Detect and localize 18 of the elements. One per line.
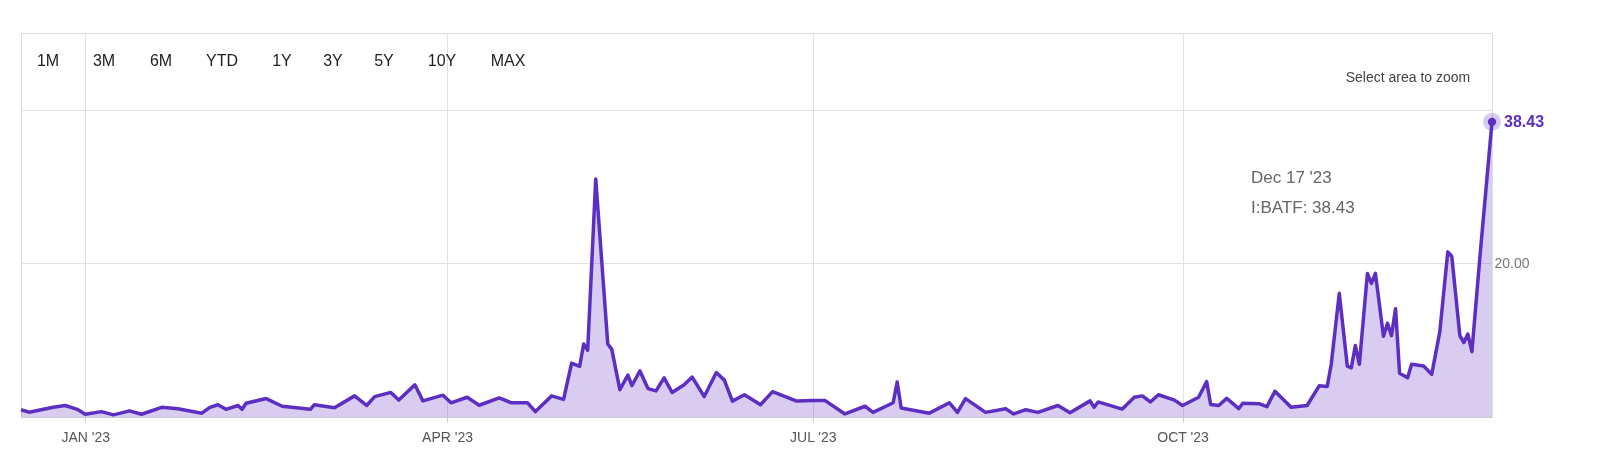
data-label: 38.43 <box>1504 112 1545 130</box>
annotation: 3Y <box>323 52 344 69</box>
annotation: Select area to zoom <box>1345 69 1471 85</box>
annotation: 10Y <box>427 52 457 69</box>
x-tick-label: JUL '23 <box>790 428 837 445</box>
annotation: Dec 17 '23 <box>1251 168 1332 187</box>
y-tick-label: 20.00 <box>1494 254 1530 271</box>
annotation: 3M <box>92 52 116 69</box>
annotation: I:BATF: 38.43 <box>1251 198 1355 217</box>
x-tick-label: JAN '23 <box>61 428 111 445</box>
x-tick-label: OCT '23 <box>1157 428 1209 445</box>
x-tick-label: APR '23 <box>422 428 474 445</box>
annotation: 1Y <box>272 52 293 69</box>
annotation: 6M <box>149 52 173 69</box>
annotation: 1M <box>36 52 60 69</box>
annotation: MAX <box>490 52 526 69</box>
annotation: YTD <box>206 52 238 69</box>
annotation: 5Y <box>374 52 395 69</box>
